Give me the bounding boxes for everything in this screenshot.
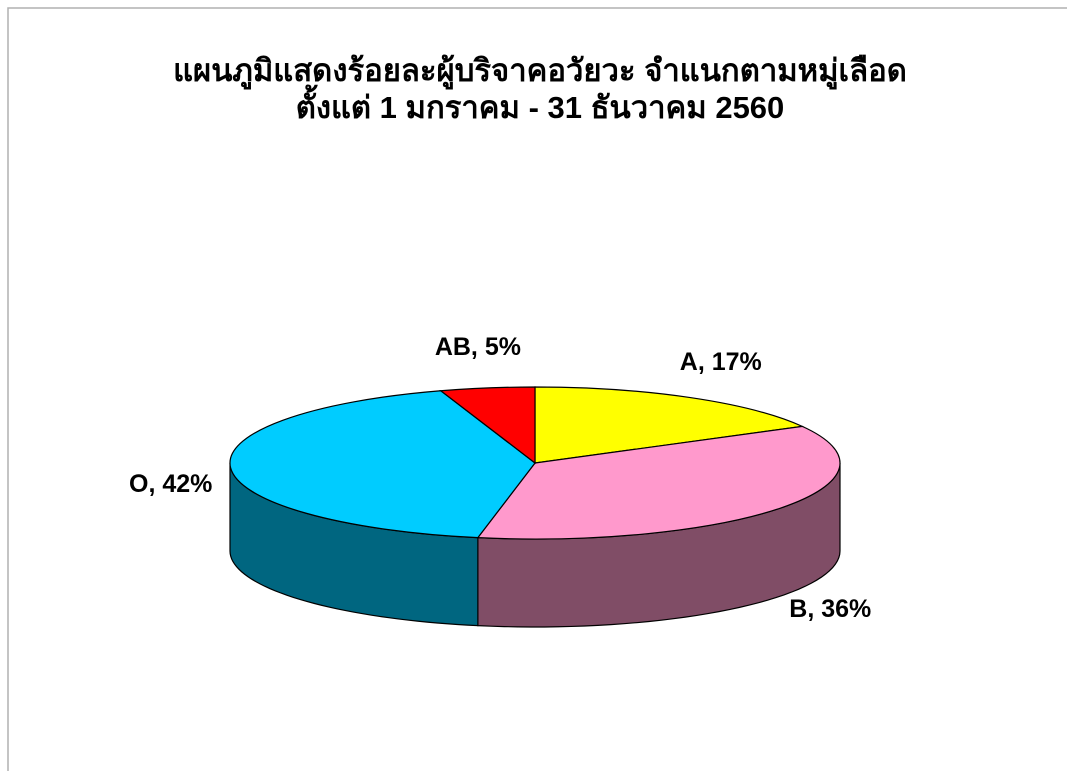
data-label: A, 17% xyxy=(680,348,762,376)
data-label: O, 42% xyxy=(129,470,212,498)
data-label: B, 36% xyxy=(789,595,871,623)
slice xyxy=(534,386,805,464)
slice xyxy=(229,390,536,539)
chart-subtitle: ตั้งแต่ 1 มกราคม - 31 ธันวาคม 2560 xyxy=(296,84,785,125)
slice xyxy=(439,386,536,465)
chart-title: แผนภูมิแสดงร้อยละผู้บริจาคอวัยวะ จำแนกตา… xyxy=(173,53,907,90)
slice xyxy=(476,425,841,540)
data-label: AB, 5% xyxy=(435,333,521,361)
